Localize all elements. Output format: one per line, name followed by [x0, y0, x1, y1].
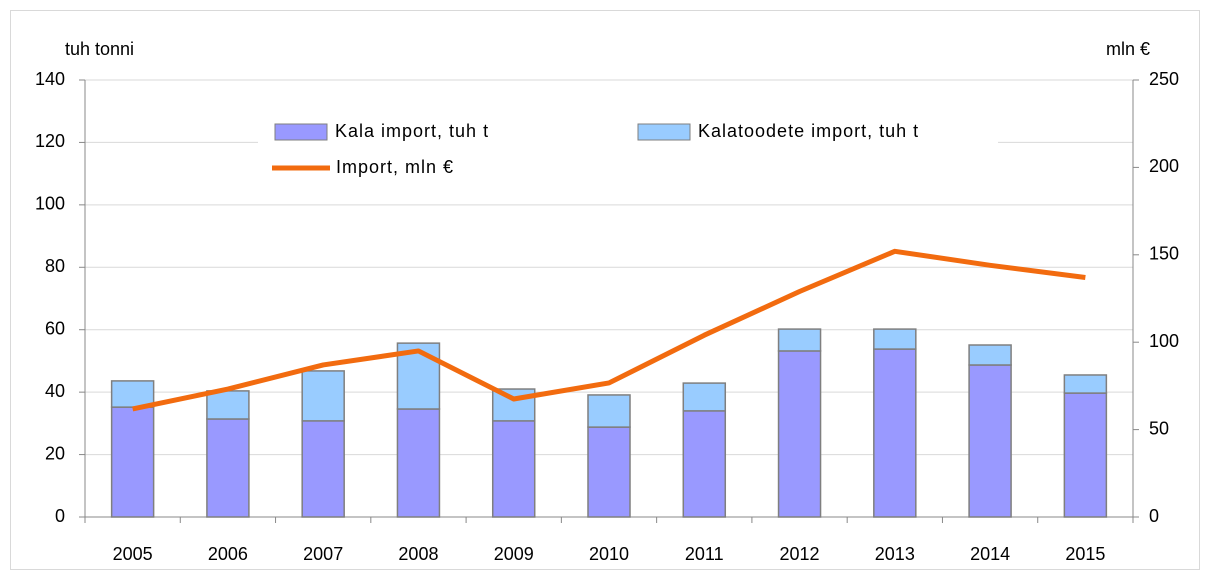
- legend-swatch: [274, 123, 328, 141]
- y-tick-label: 60: [45, 318, 65, 338]
- bar: [110, 380, 155, 408]
- bar: [301, 420, 345, 518]
- x-tick-label: 2014: [970, 544, 1010, 564]
- bar: [968, 344, 1012, 366]
- y-tick-label: 80: [45, 256, 65, 276]
- bar: [682, 382, 727, 412]
- y2-tick-label: 100: [1149, 331, 1179, 351]
- y2-axis-label: mln €: [1106, 39, 1150, 59]
- x-tick-label: 2013: [875, 544, 915, 564]
- x-tick-label: 2015: [1065, 544, 1105, 564]
- x-tick-label: 2005: [113, 544, 153, 564]
- x-tick-label: 2008: [398, 544, 438, 564]
- y-tick-label: 140: [35, 69, 65, 89]
- bar: [587, 394, 631, 428]
- bar: [968, 364, 1012, 518]
- y2-tick-label: 250: [1149, 69, 1179, 89]
- bar: [682, 410, 727, 518]
- bar: [873, 348, 917, 518]
- line: [132, 248, 1086, 412]
- bar: [1063, 392, 1108, 518]
- bar: [777, 328, 822, 352]
- x-tick-label: 2009: [494, 544, 534, 564]
- legend-label: Kala import, tuh t: [335, 121, 489, 141]
- x-tick-label: 2010: [589, 544, 629, 564]
- legend-box: [258, 112, 998, 188]
- y-tick-label: 0: [55, 506, 65, 526]
- bar: [396, 408, 441, 518]
- bar: [110, 406, 155, 518]
- legend-label: Import, mln €: [336, 157, 454, 177]
- y2-tick-label: 150: [1149, 244, 1179, 264]
- x-tick-label: 2006: [208, 544, 248, 564]
- bar: [206, 390, 250, 420]
- y2-tick-label: 50: [1149, 418, 1169, 438]
- bar: [301, 370, 345, 422]
- y-tick-label: 100: [35, 194, 65, 214]
- y-tick-label: 40: [45, 381, 65, 401]
- legend-label: Kalatoodete import, tuh t: [698, 121, 919, 141]
- x-tick-label: 2011: [685, 544, 724, 564]
- y-tick-label: 20: [45, 443, 65, 463]
- bar: [206, 418, 250, 518]
- bar: [1063, 374, 1108, 394]
- bar: [873, 328, 917, 350]
- bar: [587, 426, 631, 518]
- bar: [491, 420, 536, 518]
- y2-tick-label: 200: [1149, 156, 1179, 176]
- bar: [777, 350, 822, 518]
- x-tick-label: 2012: [780, 544, 820, 564]
- y-tick-label: 120: [35, 131, 65, 151]
- y2-tick-label: 0: [1149, 506, 1159, 526]
- x-tick-label: 2007: [303, 544, 343, 564]
- y-axis-label: tuh tonni: [65, 39, 134, 59]
- legend-swatch: [637, 123, 691, 141]
